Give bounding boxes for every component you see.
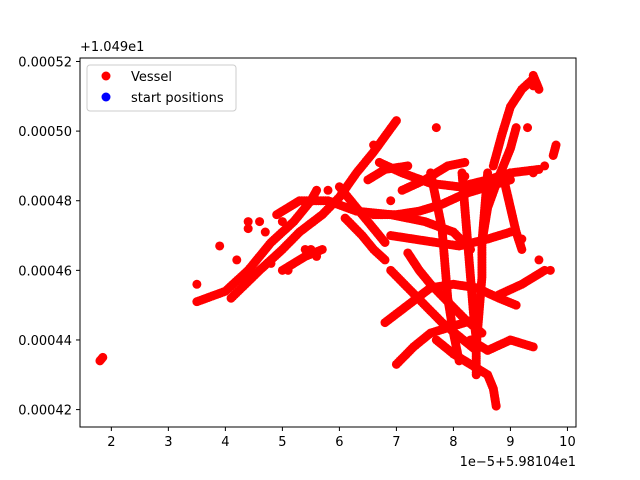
vessel-point xyxy=(243,217,253,227)
vessel-point xyxy=(277,217,287,227)
x-tick-label: 5 xyxy=(278,435,286,450)
legend-label-vessel: Vessel xyxy=(131,70,172,85)
vessel-point xyxy=(528,342,538,352)
vessel-point xyxy=(511,300,521,310)
vessel-point xyxy=(545,265,555,275)
vessel-point xyxy=(517,244,527,254)
vessel-point xyxy=(369,140,379,150)
x-tick-label: 2 xyxy=(107,435,115,450)
legend-marker-vessel xyxy=(101,71,111,81)
x-tick-label: 9 xyxy=(506,435,514,450)
y-offset-label: +1.049e1 xyxy=(80,40,144,55)
vessel-point xyxy=(98,352,108,362)
x-tick-label: 7 xyxy=(392,435,400,450)
legend-label-start-positions: start positions xyxy=(131,91,224,106)
vessel-point xyxy=(380,238,390,247)
y-axis: 0.00042 0.00044 0.00046 0.00048 0.00050 0.000… xyxy=(18,55,80,419)
vessel-point xyxy=(192,279,202,289)
vessel-point xyxy=(386,196,396,206)
y-tick-label: 0.00048 xyxy=(18,195,72,210)
y-tick-label: 0.00052 xyxy=(18,55,72,70)
legend: Vessel start positions xyxy=(86,64,237,112)
vessel-point xyxy=(215,241,225,251)
vessel-point xyxy=(460,157,470,167)
y-tick-label: 0.00042 xyxy=(18,404,72,419)
x-tick-label: 3 xyxy=(164,435,172,450)
vessel-point xyxy=(232,255,242,265)
x-offset-label: 1e−5+5.98104e1 xyxy=(460,455,576,470)
vessel-point xyxy=(266,258,276,268)
vessel-point xyxy=(534,84,544,94)
vessel-point xyxy=(528,168,538,178)
vessel-point xyxy=(380,161,390,171)
vessel-point xyxy=(460,171,470,181)
vessel-point xyxy=(306,244,316,254)
vessel-point xyxy=(243,224,253,234)
axes-frame xyxy=(79,57,577,428)
vessel-point xyxy=(317,244,327,254)
data-points xyxy=(95,70,561,411)
vessel-point xyxy=(255,217,265,227)
x-tick-label: 8 xyxy=(449,435,457,450)
vessel-point xyxy=(431,123,441,133)
vessel-point xyxy=(471,314,481,324)
vessel-point xyxy=(323,185,333,195)
vessel-point xyxy=(517,234,527,244)
legend-marker-start-positions xyxy=(101,92,111,102)
vessel-point xyxy=(523,123,533,133)
vessel-point xyxy=(283,265,293,275)
vessel-point xyxy=(380,255,390,265)
vessel-point xyxy=(540,161,550,171)
y-tick-label: 0.00050 xyxy=(18,125,72,140)
vessel-point xyxy=(511,123,521,133)
y-tick-label: 0.00044 xyxy=(18,334,72,349)
vessel-point xyxy=(312,185,322,195)
vessel-point xyxy=(391,116,401,126)
x-axis: 2 3 4 5 6 7 8 9 10 xyxy=(107,427,576,450)
y-tick-label: 0.00046 xyxy=(18,264,72,279)
vessel-point xyxy=(491,401,501,411)
x-tick-label: 10 xyxy=(559,435,576,450)
vessel-point xyxy=(312,251,322,261)
vessel-point xyxy=(403,161,413,171)
x-tick-label: 6 xyxy=(335,435,343,450)
vessel-point xyxy=(551,140,561,150)
vessel-point xyxy=(477,328,487,338)
x-tick-label: 4 xyxy=(221,435,229,450)
vessel-point xyxy=(260,227,270,237)
legend-box xyxy=(86,64,237,112)
vessel-point xyxy=(534,255,544,265)
